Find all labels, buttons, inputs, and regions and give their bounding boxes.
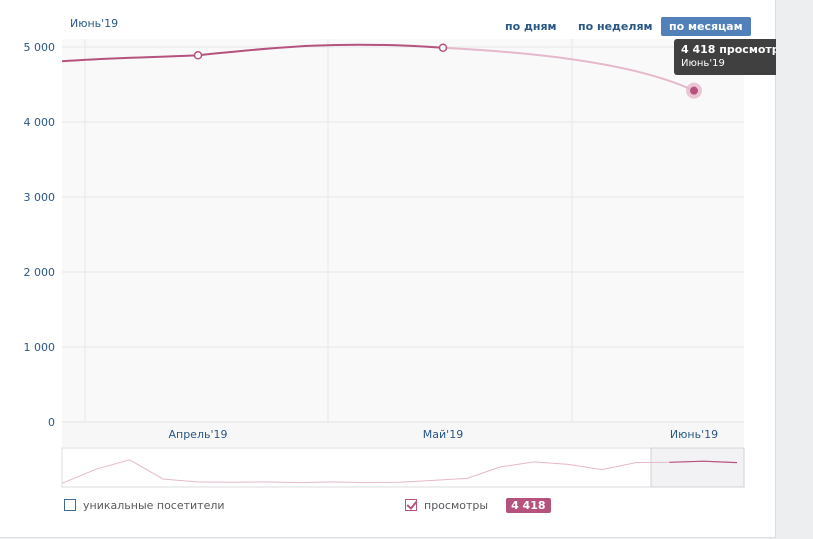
period-title: Июнь'19 — [70, 17, 119, 30]
toggle-by-weeks[interactable]: по неделям — [578, 20, 653, 33]
data-point — [193, 51, 203, 60]
tooltip-period: Июнь'19 — [681, 58, 725, 69]
plot-area — [62, 39, 744, 422]
y-tick-label: 4 000 — [24, 116, 56, 129]
views-count-badge: 4 418 — [506, 497, 551, 513]
views-series-line — [61, 43, 444, 63]
views-line-chart: 0 1 000 2 000 3 000 4 000 5 000 Апрель'19 Май'1… — [24, 39, 745, 488]
chart-tooltip: 4 418 просмотров Июнь'19 — [674, 39, 795, 75]
y-tick-label: 2 000 — [24, 266, 56, 279]
page-scroll-track[interactable] — [776, 0, 813, 539]
views-checkbox[interactable] — [405, 499, 417, 511]
overview-selection — [650, 447, 745, 488]
overview-line-selected — [669, 460, 738, 464]
unique-visitors-label: уникальные посетители — [83, 498, 225, 512]
x-tick-label: Июнь'19 — [670, 428, 718, 441]
views-label: просмотры — [424, 498, 489, 512]
overview-line — [61, 459, 738, 484]
y-tick-label: 1 000 — [24, 341, 56, 354]
legend-unique-visitors[interactable]: уникальные посетители — [64, 496, 225, 514]
data-point-highlighted — [690, 86, 698, 95]
tooltip-value: 4 418 просмотров — [681, 43, 795, 56]
stats-card: Июнь'19 по дням по неделям по месяцам 0 1… — [0, 0, 776, 538]
overview-strip — [61, 447, 745, 488]
toggle-by-days[interactable]: по дням — [505, 20, 557, 33]
data-point — [438, 43, 448, 52]
legend-views[interactable]: просмотры 4 418 — [405, 496, 551, 514]
toggle-by-months[interactable]: по месяцам — [661, 17, 751, 36]
x-tick-label: Май'19 — [423, 428, 463, 441]
y-tick-label: 5 000 — [24, 41, 56, 54]
y-tick-label: 3 000 — [24, 191, 56, 204]
y-tick-label: 0 — [48, 416, 55, 429]
x-tick-label: Апрель'19 — [168, 428, 227, 441]
unique-visitors-checkbox[interactable] — [64, 499, 76, 511]
views-series-line-partial — [442, 46, 695, 92]
x-axis-strip — [62, 422, 744, 447]
